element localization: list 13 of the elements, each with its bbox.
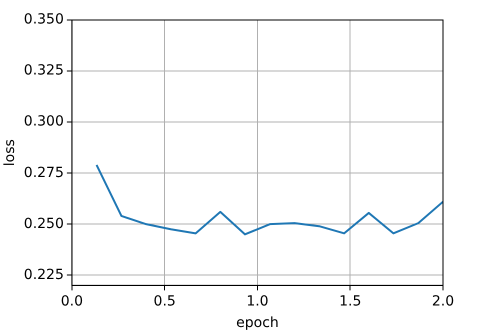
y-tick-label: 0.300 — [24, 114, 64, 130]
y-tick-label: 0.350 — [24, 12, 64, 28]
y-tick-label: 0.275 — [24, 164, 64, 181]
y-axis-title: loss — [2, 139, 18, 166]
y-tick-label: 0.225 — [24, 266, 64, 283]
x-tick-label: 1.5 — [339, 293, 362, 310]
x-tick-label: 0.0 — [60, 293, 84, 310]
x-tick-label: 2.0 — [432, 293, 454, 310]
x-axis-title: epoch — [236, 315, 279, 332]
y-tick-label: 0.325 — [24, 62, 64, 79]
x-tick-label: 0.5 — [154, 293, 176, 310]
x-tick-label: 1.0 — [246, 293, 269, 310]
y-tick-label: 0.250 — [24, 216, 64, 232]
